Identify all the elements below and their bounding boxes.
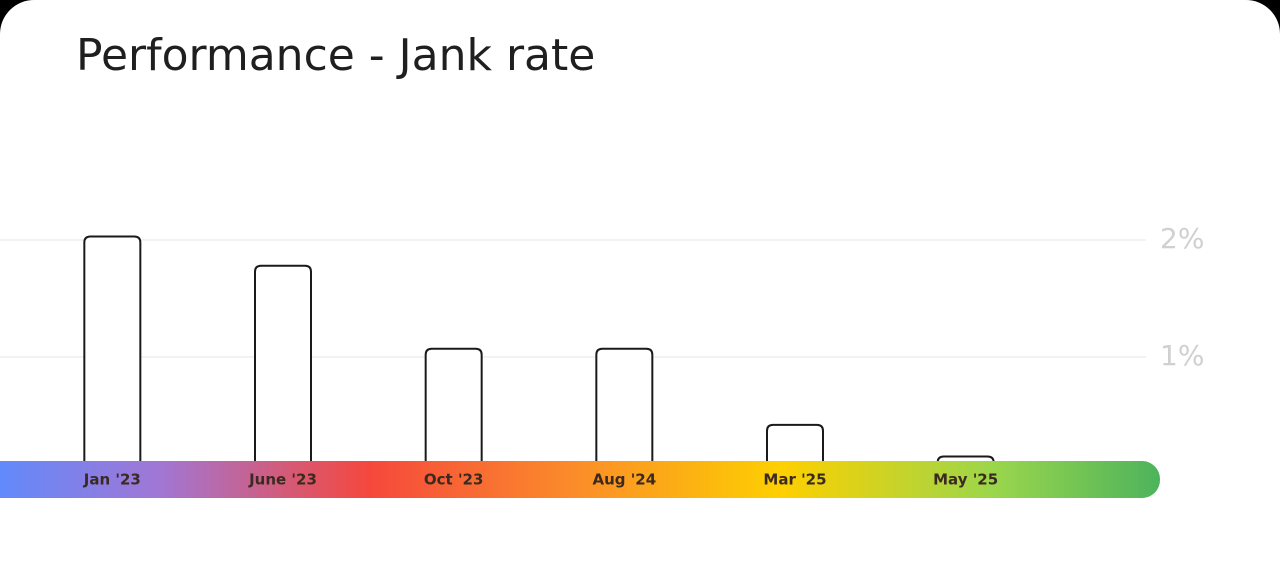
y-tick-label: 2% <box>1160 222 1204 255</box>
bar <box>254 264 312 474</box>
x-tick-label: Aug '24 <box>592 471 656 489</box>
x-tick-label: Jan '23 <box>83 471 141 489</box>
axis-band <box>0 461 1160 498</box>
x-tick-label: Mar '25 <box>763 471 826 489</box>
bar <box>595 347 654 474</box>
bar <box>424 347 483 474</box>
x-tick-label: June '23 <box>248 471 317 489</box>
chart-title: Performance - Jank rate <box>76 30 595 81</box>
y-tick-label: 1% <box>1160 339 1204 372</box>
x-tick-label: Oct '23 <box>424 471 484 489</box>
bar <box>83 235 142 474</box>
x-tick-label: May '25 <box>933 471 998 489</box>
